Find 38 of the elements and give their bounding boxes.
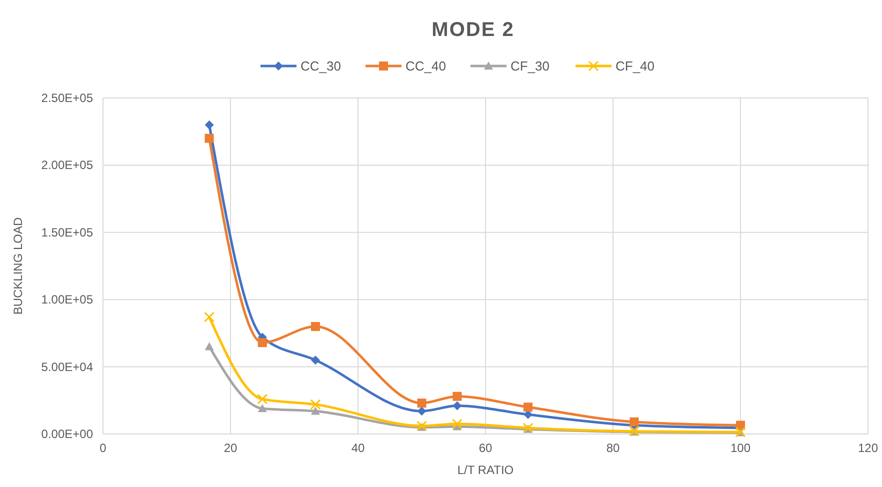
y-tick-label: 5.00E+04 (41, 360, 94, 374)
legend-label: CF_30 (510, 58, 550, 74)
point (204, 312, 215, 322)
point (204, 120, 214, 130)
point (417, 406, 426, 416)
y-tick-label: 1.00E+05 (41, 292, 94, 307)
point (258, 338, 267, 348)
y-axis-title: BUCKLING LOAD (11, 216, 25, 315)
point (524, 402, 533, 412)
point (257, 394, 268, 404)
x-tick-label: 60 (478, 441, 492, 455)
x-tick-label: 120 (858, 441, 878, 455)
point (452, 418, 462, 430)
y-tick-label: 0.00E+00 (41, 427, 94, 441)
y-tick-label: 1.50E+05 (41, 225, 94, 240)
x-axis-title: L/T RATIO (457, 463, 514, 477)
point (310, 322, 320, 331)
point (204, 342, 214, 350)
legend-label: CF_40 (616, 58, 655, 74)
x-tick-label: 80 (606, 441, 620, 455)
point (310, 356, 320, 365)
y-tick-label: 2.00E+05 (41, 158, 94, 172)
point (452, 392, 462, 401)
chart-title: MODE 2 (432, 19, 514, 41)
point (310, 406, 320, 415)
point (417, 398, 426, 408)
y-tick-label: 2.50E+05 (41, 91, 94, 105)
x-tick-label: 0 (100, 441, 107, 455)
legend-label: CC_40 (406, 58, 446, 74)
x-tick-label: 20 (224, 441, 238, 455)
legend-label: CC_30 (300, 58, 341, 74)
x-tick-label: 100 (730, 441, 751, 455)
point (630, 417, 639, 426)
x-tick-label: 40 (351, 441, 365, 455)
point (310, 399, 321, 410)
point (204, 134, 214, 143)
point (258, 404, 267, 412)
point (452, 401, 462, 410)
